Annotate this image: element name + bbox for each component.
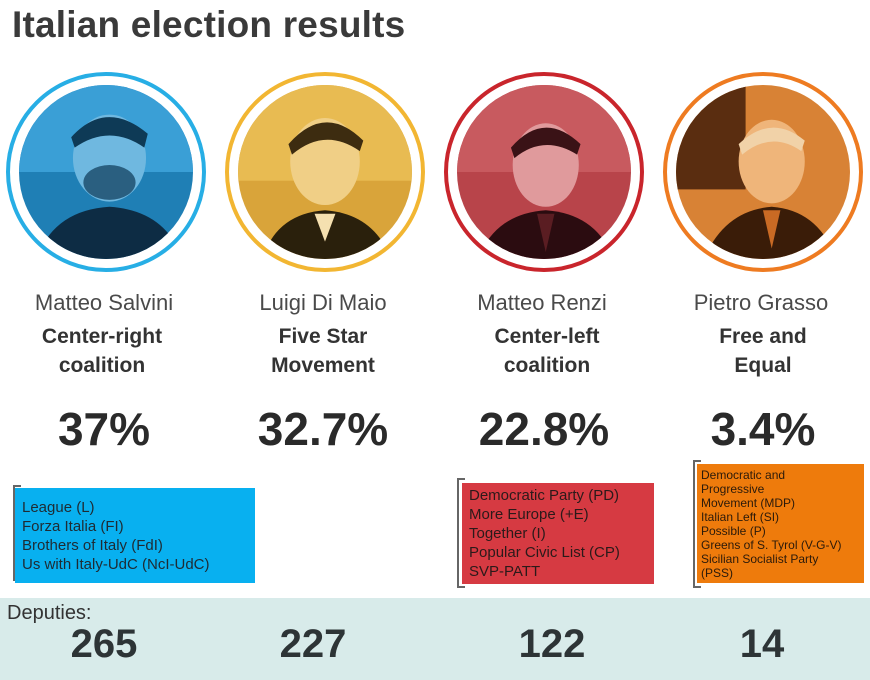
candidate-portrait-grasso <box>663 72 863 272</box>
party-list-item: Italian Left (SI) <box>701 510 780 524</box>
page-title: Italian election results <box>12 4 406 45</box>
portrait-photo <box>676 85 850 259</box>
bracket <box>457 478 465 588</box>
deputies-band <box>0 598 870 680</box>
candidate-name: Pietro Grasso <box>693 290 829 315</box>
coalition-party-list-center-left: Democratic Party (PD) More Europe (+E) T… <box>462 483 654 584</box>
party-list-item: Greens of S. Tyrol (V-G-V) <box>701 538 842 552</box>
candidate-party: Free and Equal <box>719 325 807 377</box>
party-list-item: Brothers of Italy (FdI) <box>22 537 163 554</box>
party-list-item: Democratic Party (PD) <box>469 487 620 504</box>
deputies-count: 265 <box>70 622 138 666</box>
portrait-photo <box>457 85 631 259</box>
candidate-portrait-renzi <box>444 72 644 272</box>
vote-percentage: 32.7% <box>257 403 389 455</box>
candidate-portrait-di-maio <box>225 72 425 272</box>
candidate-party: Center-left coalition <box>494 325 600 377</box>
candidate-portrait-salvini <box>6 72 206 272</box>
vote-percentage: 37% <box>57 403 151 455</box>
party-list-item: Possible (P) <box>701 524 766 538</box>
candidate-party: Five Star Movement <box>271 325 375 377</box>
deputies-label: Deputies: <box>7 602 92 624</box>
coalition-party-list-free-and-equal: Democratic and Progressive Movement (MDP… <box>697 464 864 583</box>
candidate-party: Center-right coalition <box>41 325 163 377</box>
portrait-photo <box>19 85 193 259</box>
bracket <box>693 460 701 588</box>
party-list-item: More Europe (+E) <box>469 506 589 523</box>
party-list-item: League (L) <box>22 499 95 516</box>
deputies-count: 122 <box>518 622 586 666</box>
party-list-item: Democratic and Progressive Movement (MDP… <box>701 468 796 510</box>
vote-percentage: 22.8% <box>478 403 610 455</box>
portrait-photo <box>238 85 412 259</box>
party-list-item: Forza Italia (FI) <box>22 518 124 535</box>
candidate-name: Matteo Renzi <box>477 290 607 315</box>
party-list-item: Together (I) <box>469 525 546 542</box>
candidate-name: Matteo Salvini <box>34 290 174 315</box>
coalition-party-list-center-right: League (L) Forza Italia (FI) Brothers of… <box>15 488 255 583</box>
party-list-item: Popular Civic List (CP) <box>469 544 620 561</box>
party-list-item: Sicilian Socialist Party (PSS) <box>701 552 819 580</box>
party-list-item: Us with Italy-UdC (NcI-UdC) <box>22 556 210 573</box>
party-list-item: SVP-PATT <box>469 563 541 580</box>
deputies-count: 227 <box>279 622 347 666</box>
vote-percentage: 3.4% <box>710 403 816 455</box>
deputies-count: 14 <box>739 622 785 666</box>
candidate-name: Luigi Di Maio <box>259 290 387 315</box>
